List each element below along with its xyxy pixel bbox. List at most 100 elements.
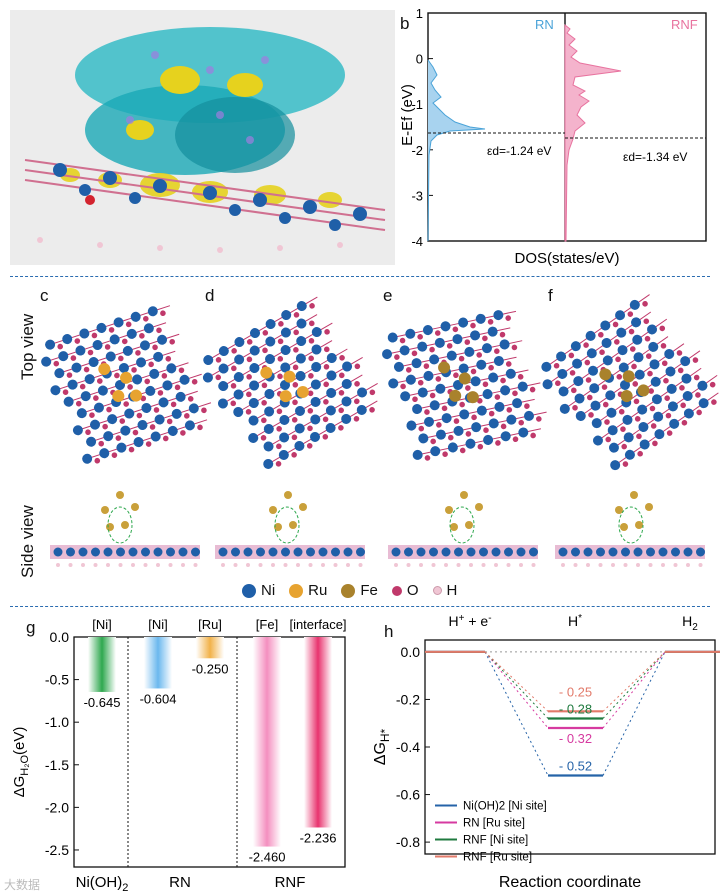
ni-atom [296, 301, 307, 312]
o-atom [447, 434, 454, 441]
o-atom [660, 343, 667, 349]
o-atom [119, 418, 126, 424]
ni-atom [487, 326, 498, 337]
o-atom-icon [391, 585, 402, 596]
o-atom [637, 450, 643, 457]
o-atom [308, 373, 314, 379]
o-atom [659, 325, 666, 332]
o-atom [53, 360, 60, 367]
ni-atom [602, 355, 613, 366]
ni-atom [84, 374, 95, 385]
series-transition [484, 651, 549, 719]
bar-value-label: -0.604 [140, 691, 177, 706]
o-atom [621, 443, 627, 450]
o-atom [89, 412, 95, 418]
y-tick-label: -0.8 [396, 834, 420, 850]
o-atom [143, 315, 149, 322]
y-tick-label: -1.5 [45, 757, 69, 773]
o-atom [308, 355, 314, 362]
cluster-atom [284, 491, 292, 499]
ni-atom [446, 350, 457, 361]
ni-atom [72, 425, 83, 436]
o-atom [585, 377, 592, 383]
ni-atom [476, 405, 487, 416]
dos-rn-center-label: εd=-1.24 eV [487, 144, 551, 158]
dos-y-tick-label: -2 [411, 143, 423, 158]
ru-atom [120, 371, 133, 384]
ni-atom [572, 358, 583, 369]
o-atom [629, 346, 636, 352]
atom-legend: Ni Ru Fe O H [242, 582, 471, 599]
o-atom [505, 315, 511, 321]
series-transition [484, 651, 549, 776]
o-atom [665, 412, 672, 419]
ni-atom [91, 547, 100, 557]
legend-ni: Ni [242, 582, 275, 599]
ni-atom [147, 306, 158, 317]
ni-atom [53, 547, 63, 557]
ni-atom [412, 449, 423, 460]
ni-atom [465, 438, 476, 449]
o-atom [261, 382, 268, 389]
o-atom [681, 419, 688, 426]
ni-atom [218, 381, 229, 392]
o-atom [711, 399, 717, 405]
o-atom [191, 378, 198, 385]
ni-atom [669, 418, 680, 429]
cluster-atom [299, 503, 307, 511]
h-atom [623, 563, 628, 567]
ni-atom [542, 379, 553, 390]
o-atom [246, 356, 253, 363]
o-atom [139, 333, 145, 339]
ni-atom [325, 405, 336, 416]
o-atom [148, 361, 154, 368]
top-view-structure-d [202, 296, 378, 469]
o-atom [400, 383, 406, 390]
o-atom [275, 460, 282, 467]
o-atom [512, 436, 519, 443]
y-axis-subscript: H₂O [19, 755, 31, 776]
ni-atom [76, 408, 87, 419]
series-transition [602, 651, 666, 712]
ni-atom [583, 547, 593, 557]
ni-atom [280, 362, 291, 373]
cluster-atom [269, 506, 277, 514]
ru-atom [599, 368, 612, 381]
ni-atom [573, 376, 584, 387]
ni-atom [58, 351, 69, 362]
o-atom [500, 423, 507, 430]
ni-atom [470, 376, 481, 387]
top-view-structure-e [382, 310, 547, 461]
legend-o: O [391, 582, 419, 599]
ni-atom [499, 339, 510, 350]
o-atom [530, 432, 536, 439]
ni-atom [606, 407, 617, 418]
ni-atom [610, 460, 621, 471]
o-atom [614, 339, 620, 345]
ni-atom [341, 378, 352, 389]
ni-atom [45, 339, 56, 350]
group-label-subscript: 2 [122, 882, 128, 894]
ni-atom [698, 398, 709, 409]
ni-atom [63, 396, 74, 407]
ni-atom [118, 362, 129, 373]
o-atom [260, 435, 267, 441]
ni-atom [202, 372, 213, 383]
h-atom [661, 563, 665, 567]
ni-atom [342, 361, 353, 372]
o-atom [149, 424, 156, 430]
o-atom [676, 350, 683, 356]
structure-views [41, 294, 719, 567]
ni-atom [406, 420, 417, 431]
ni-atom [178, 547, 188, 557]
cluster-atom [289, 521, 297, 529]
o-atom [453, 372, 459, 379]
o-atom [605, 436, 612, 443]
state-label-subscript: 2 [692, 622, 698, 633]
ni-atom [632, 334, 643, 345]
ni-atom [488, 418, 499, 429]
o-atom [536, 416, 542, 422]
ni-atom [218, 547, 228, 557]
bar-value-label: -2.236 [300, 830, 337, 845]
o-atom [187, 396, 194, 402]
